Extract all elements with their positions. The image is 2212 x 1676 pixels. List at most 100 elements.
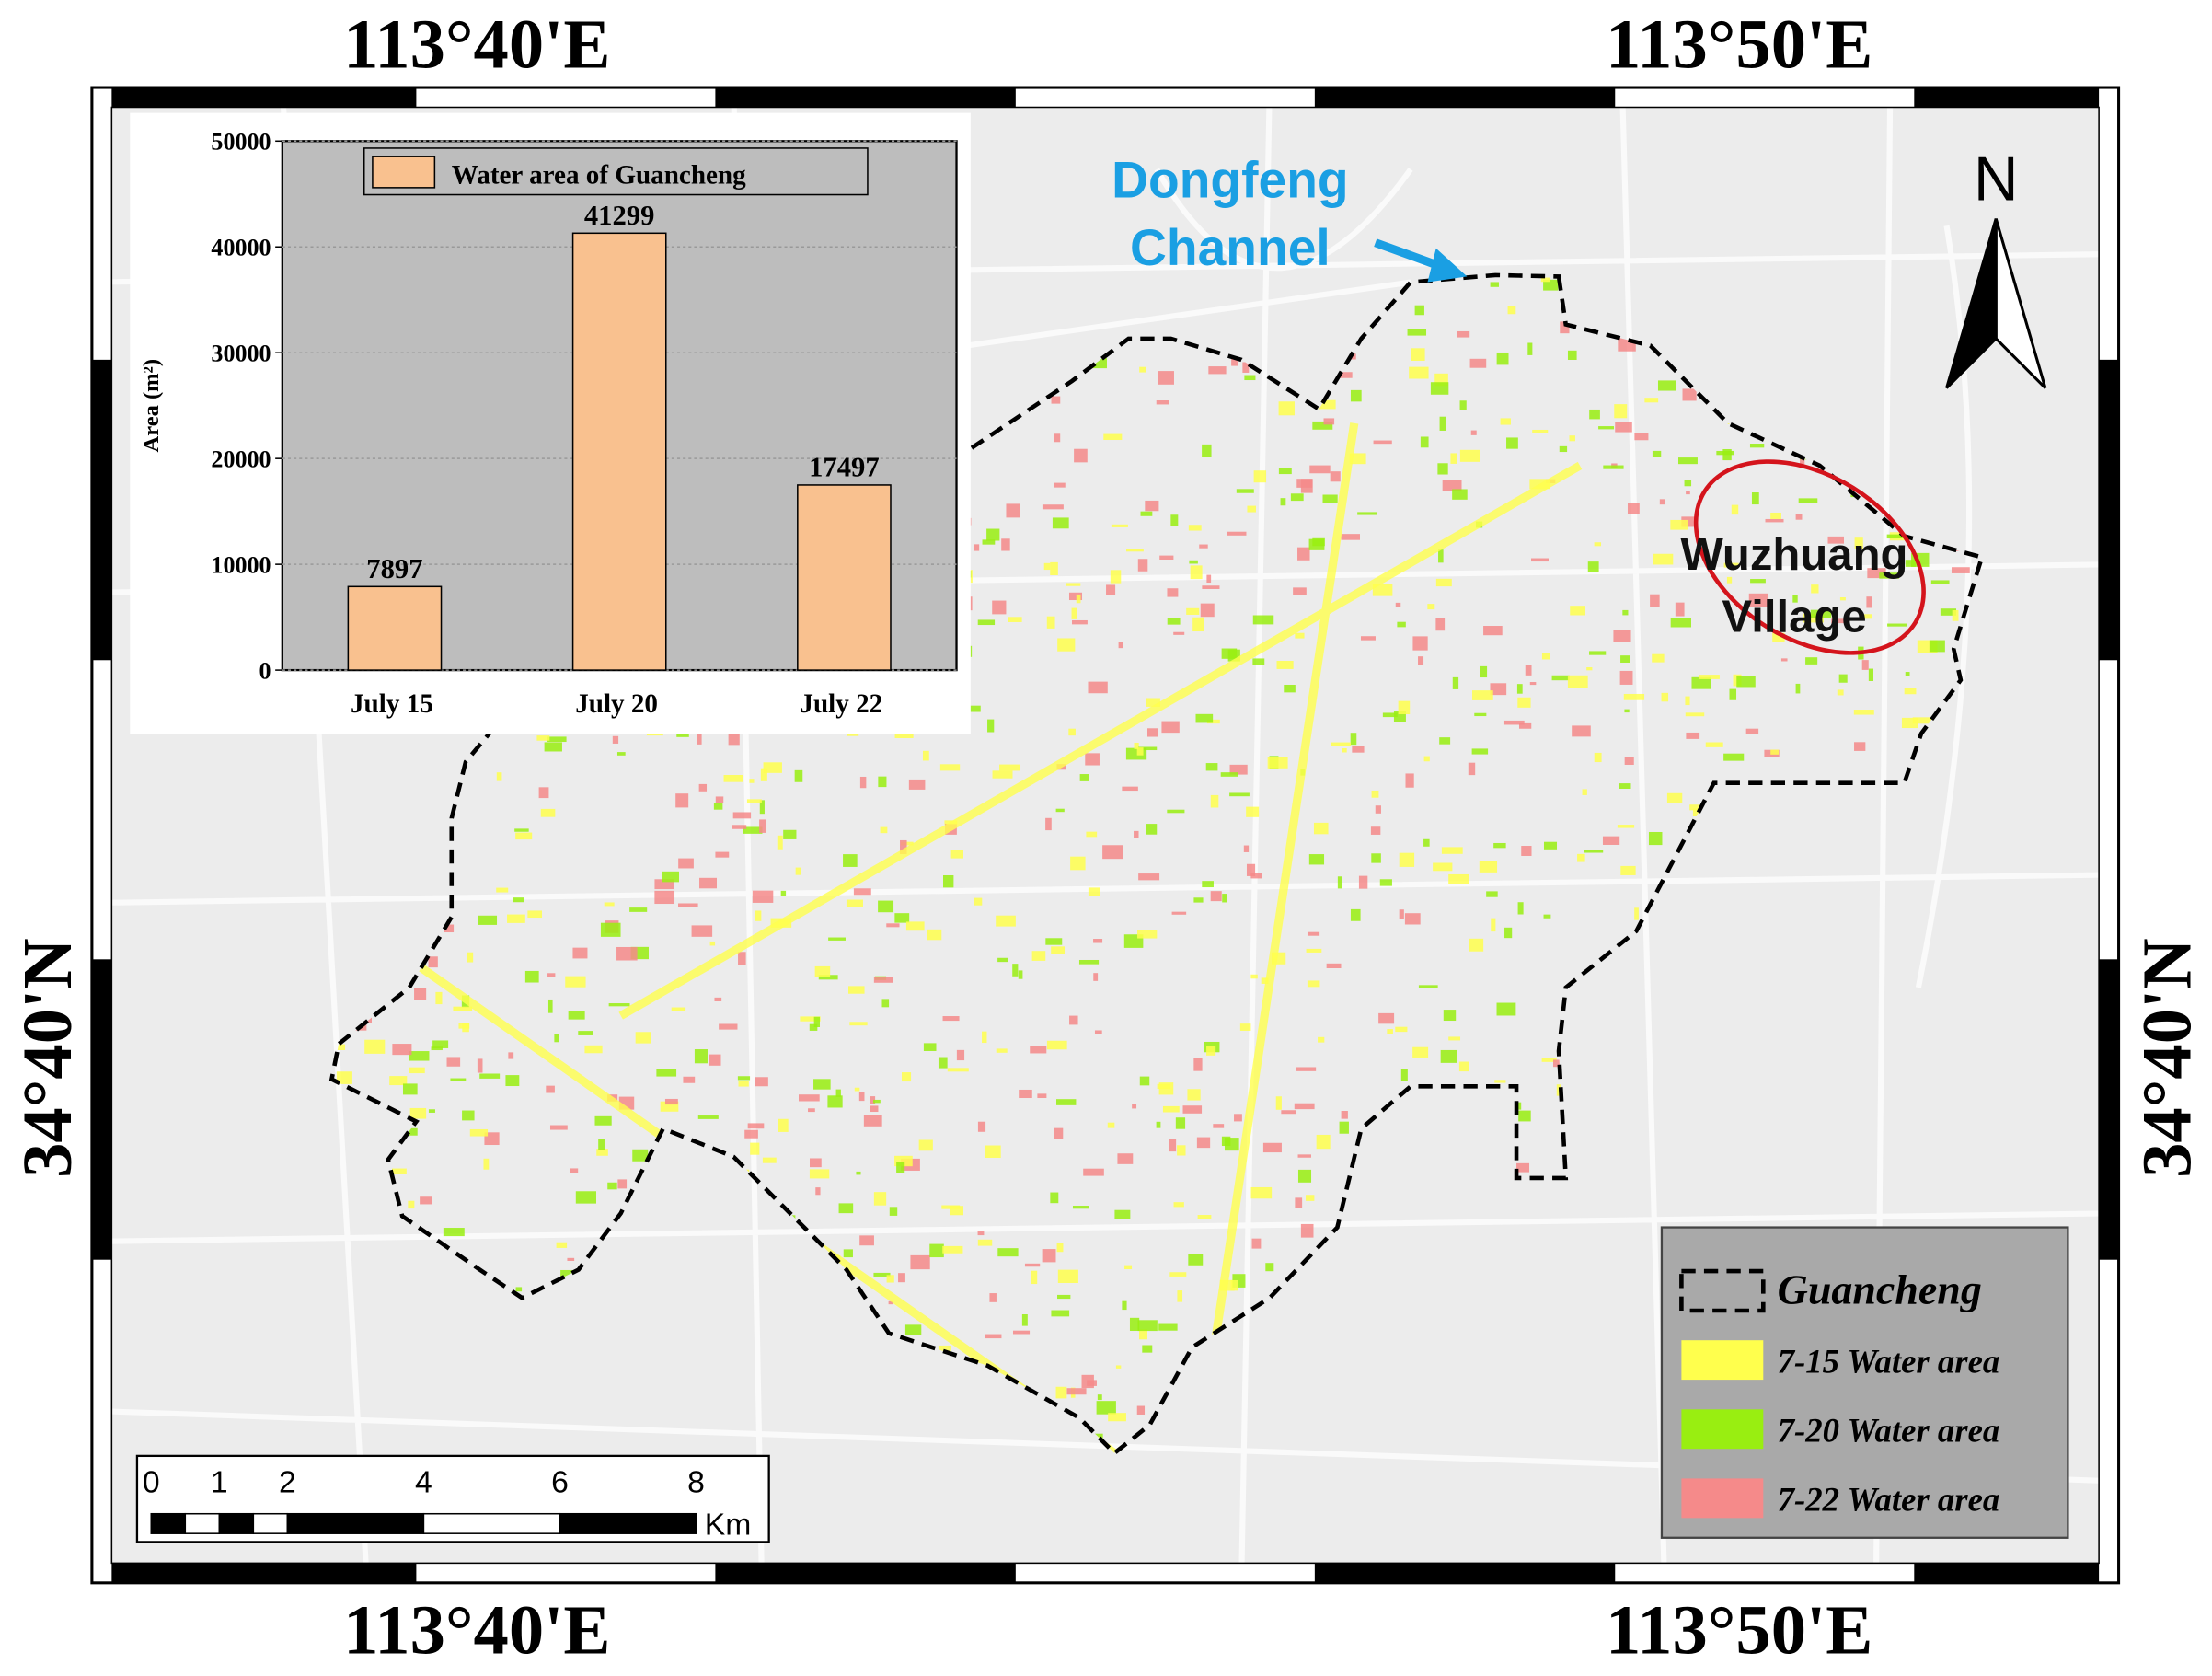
water-patch <box>863 1114 882 1127</box>
water-patch <box>1437 463 1448 475</box>
water-patch <box>1418 985 1438 988</box>
scale-segment <box>184 1512 221 1534</box>
water-patch <box>794 769 803 782</box>
water-patch <box>1736 676 1756 688</box>
water-patch <box>1156 400 1169 405</box>
water-patch <box>989 1293 997 1302</box>
water-patch <box>996 915 1016 927</box>
water-patch <box>1480 665 1488 678</box>
water-patch <box>750 1142 760 1155</box>
water-patch <box>1137 1320 1158 1332</box>
water-patch <box>1469 938 1484 952</box>
water-patch <box>1350 908 1361 921</box>
water-patch <box>414 988 427 1000</box>
water-patch <box>1090 358 1107 369</box>
y-tick-label: 50000 <box>211 128 271 155</box>
water-patch <box>1352 746 1365 753</box>
y-tick-label: 40000 <box>211 234 271 260</box>
water-patch <box>715 851 730 858</box>
water-patch <box>1951 567 1970 573</box>
village-label: Wuzhuang <box>1681 530 1908 580</box>
water-patch <box>1854 742 1866 751</box>
water-patch <box>1681 516 1698 527</box>
water-patch <box>1810 609 1832 618</box>
water-patch <box>1459 400 1467 410</box>
water-patch <box>974 544 980 551</box>
value-label: 41299 <box>584 200 655 231</box>
water-patch <box>780 890 787 896</box>
water-patch <box>683 1076 696 1083</box>
water-patch <box>873 977 893 983</box>
water-patch <box>403 1127 418 1136</box>
water-patch <box>1751 492 1759 505</box>
water-patch <box>853 888 871 896</box>
water-patch <box>1030 1046 1047 1054</box>
water-patch <box>567 1257 575 1261</box>
water-patch <box>1541 653 1550 660</box>
water-patch <box>1252 658 1265 665</box>
water-patch <box>938 1345 951 1351</box>
water-patch <box>1811 584 1819 594</box>
water-patch <box>1765 518 1784 523</box>
water-patch <box>435 991 443 1005</box>
water-patch <box>873 1192 887 1206</box>
water-patch <box>856 1171 861 1175</box>
water-patch <box>1397 621 1406 628</box>
bar <box>347 585 443 671</box>
water-patch <box>1560 321 1570 334</box>
water-patch <box>1200 603 1215 618</box>
water-patch <box>1318 1036 1325 1043</box>
water-patch <box>1341 1110 1348 1119</box>
water-patch <box>691 925 713 937</box>
water-patch <box>1620 655 1630 663</box>
water-patch <box>1088 681 1108 694</box>
water-patch <box>554 1034 559 1043</box>
water-patch <box>1187 1089 1201 1101</box>
water-patch <box>1439 737 1451 745</box>
water-patch <box>1205 763 1218 771</box>
water-patch <box>1395 602 1401 607</box>
water-patch <box>600 922 621 937</box>
water-patch <box>1278 401 1295 416</box>
water-patch <box>1772 632 1785 642</box>
frame-segment <box>2099 959 2119 1260</box>
water-patch <box>747 1123 765 1129</box>
water-patch <box>1293 587 1307 595</box>
water-patch <box>858 1092 865 1102</box>
water-patch <box>896 1162 905 1173</box>
water-patch <box>1195 713 1214 723</box>
water-patch <box>1037 1093 1047 1099</box>
water-patch <box>1024 1263 1041 1267</box>
scale-label: 1 <box>211 1465 228 1500</box>
water-patch <box>1221 648 1238 659</box>
x-tick-label: July 20 <box>575 689 658 719</box>
water-patch <box>1598 426 1615 430</box>
y-tick-label: 20000 <box>211 445 271 472</box>
water-patch <box>1729 688 1737 700</box>
water-patch <box>1234 1114 1242 1122</box>
water-patch <box>1126 549 1144 552</box>
water-patch <box>1083 1168 1104 1176</box>
water-patch <box>483 1158 490 1170</box>
water-patch <box>1371 790 1379 798</box>
water-patch <box>713 803 723 810</box>
water-patch <box>469 1128 489 1137</box>
water-patch <box>938 1057 948 1069</box>
scale-label: 0 <box>143 1465 160 1500</box>
legend-swatch <box>1681 1340 1764 1381</box>
water-patch <box>1952 610 1959 621</box>
water-patch <box>846 899 863 907</box>
water-patch <box>336 1071 352 1084</box>
water-patch <box>1861 660 1869 670</box>
water-patch <box>1093 973 1099 981</box>
water-patch <box>1021 1314 1028 1326</box>
water-patch <box>1904 688 1917 695</box>
water-patch <box>1929 640 1945 653</box>
water-patch <box>1527 342 1533 355</box>
water-patch <box>942 1016 960 1022</box>
water-patch <box>1312 537 1325 547</box>
water-patch <box>1682 388 1697 401</box>
water-patch <box>1399 909 1404 919</box>
water-patch <box>1603 465 1624 469</box>
water-patch <box>1171 911 1187 915</box>
